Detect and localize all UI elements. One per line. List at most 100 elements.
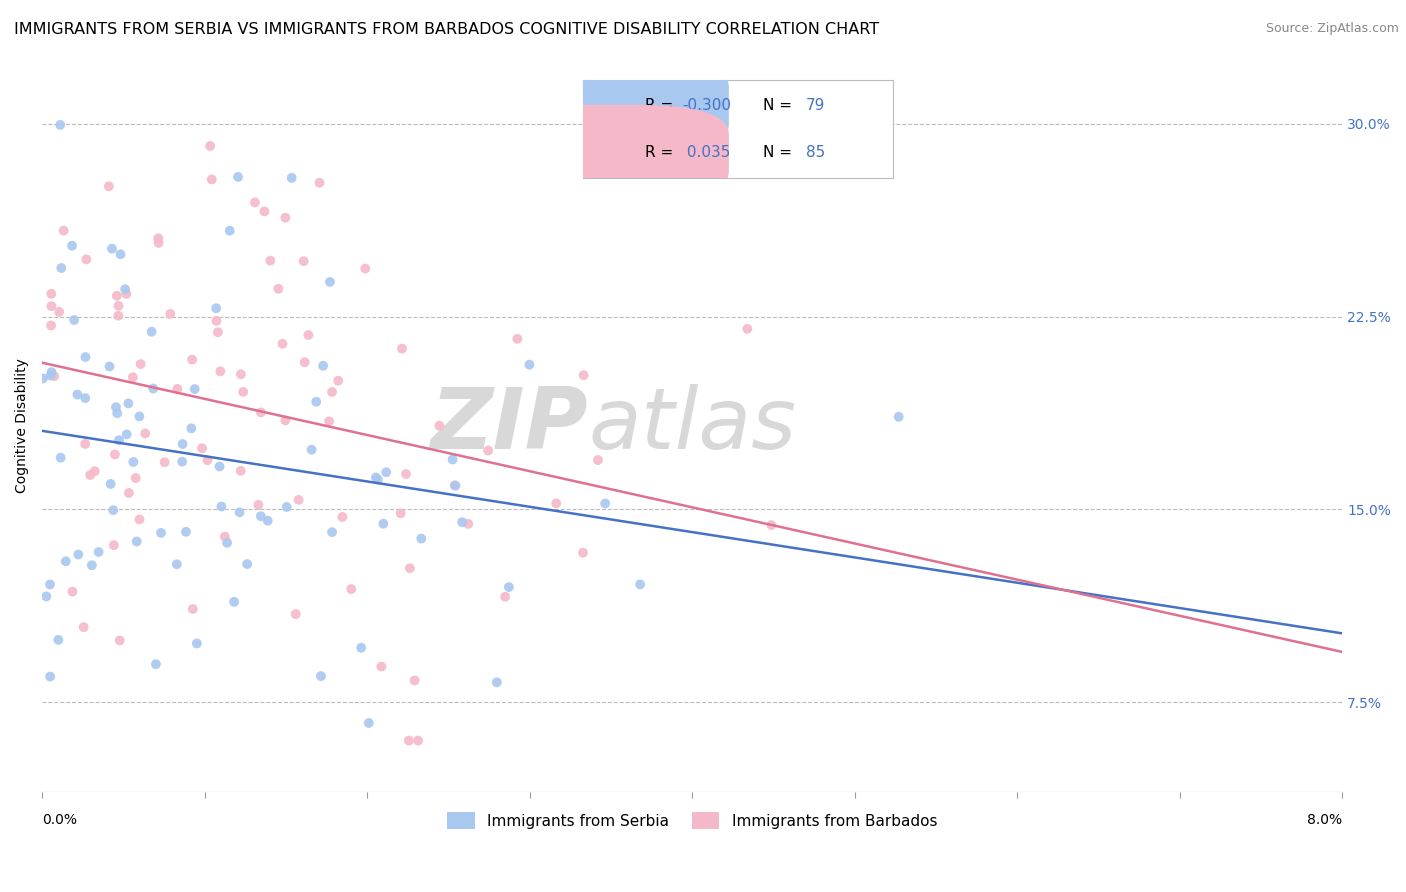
Point bbox=[181, 602, 204, 616]
Text: 85: 85 bbox=[806, 145, 825, 161]
Y-axis label: Cognitive Disability: Cognitive Disability bbox=[15, 359, 30, 493]
Point bbox=[229, 464, 252, 478]
Point bbox=[586, 453, 609, 467]
Text: -0.300: -0.300 bbox=[682, 98, 731, 113]
Point bbox=[115, 287, 138, 301]
Point bbox=[546, 496, 568, 510]
Point bbox=[205, 301, 228, 316]
Point bbox=[101, 242, 124, 256]
Point bbox=[256, 514, 278, 528]
Point bbox=[572, 546, 595, 560]
Text: 79: 79 bbox=[806, 98, 825, 113]
Point bbox=[172, 455, 194, 469]
Point bbox=[145, 657, 167, 672]
Point bbox=[172, 437, 194, 451]
Point bbox=[267, 282, 290, 296]
Point bbox=[118, 486, 141, 500]
Point bbox=[83, 464, 105, 478]
Point bbox=[181, 352, 204, 367]
Point bbox=[114, 282, 136, 296]
Point bbox=[259, 253, 281, 268]
Point bbox=[364, 470, 387, 484]
Point bbox=[441, 452, 464, 467]
Point bbox=[332, 510, 354, 524]
Point bbox=[593, 496, 616, 510]
Point bbox=[444, 478, 467, 492]
Point bbox=[39, 318, 62, 333]
Point bbox=[180, 421, 202, 435]
Point bbox=[183, 382, 205, 396]
Point bbox=[301, 442, 323, 457]
Point bbox=[274, 413, 297, 427]
Point bbox=[391, 342, 413, 356]
FancyBboxPatch shape bbox=[503, 104, 728, 201]
Point bbox=[404, 673, 426, 688]
Point bbox=[309, 669, 332, 683]
Point bbox=[297, 328, 319, 343]
Point bbox=[107, 309, 129, 323]
Point bbox=[125, 471, 148, 485]
Point bbox=[197, 453, 219, 467]
Text: 8.0%: 8.0% bbox=[1308, 813, 1343, 827]
Point bbox=[125, 534, 148, 549]
Point bbox=[318, 414, 340, 428]
Legend: Immigrants from Serbia, Immigrants from Barbados: Immigrants from Serbia, Immigrants from … bbox=[441, 805, 943, 836]
Point bbox=[49, 450, 72, 465]
Point bbox=[271, 336, 294, 351]
Point bbox=[44, 369, 66, 384]
Point bbox=[305, 394, 328, 409]
Point bbox=[117, 396, 139, 410]
Point bbox=[395, 467, 418, 481]
Point bbox=[519, 358, 541, 372]
Point bbox=[398, 561, 420, 575]
Point bbox=[100, 477, 122, 491]
Point bbox=[628, 577, 651, 591]
Point bbox=[389, 506, 412, 520]
Text: IMMIGRANTS FROM SERBIA VS IMMIGRANTS FROM BARBADOS COGNITIVE DISABILITY CORRELAT: IMMIGRANTS FROM SERBIA VS IMMIGRANTS FRO… bbox=[14, 22, 879, 37]
Point bbox=[224, 595, 246, 609]
Point bbox=[80, 558, 103, 573]
Point bbox=[166, 382, 188, 396]
Point bbox=[148, 231, 170, 245]
Point bbox=[209, 500, 232, 514]
Point bbox=[62, 584, 84, 599]
Point bbox=[75, 350, 97, 364]
Point bbox=[198, 139, 221, 153]
Point bbox=[75, 391, 97, 405]
Point bbox=[105, 406, 128, 420]
Point bbox=[141, 325, 163, 339]
Point bbox=[284, 607, 307, 622]
Point bbox=[63, 313, 86, 327]
Point bbox=[66, 387, 89, 401]
Point bbox=[229, 368, 252, 382]
Point bbox=[208, 459, 231, 474]
Point bbox=[312, 359, 335, 373]
Point bbox=[205, 314, 228, 328]
Point bbox=[243, 195, 266, 210]
Point bbox=[340, 582, 363, 596]
Point bbox=[308, 176, 330, 190]
Text: 0.0%: 0.0% bbox=[42, 813, 77, 827]
Point bbox=[150, 525, 173, 540]
Point bbox=[128, 409, 150, 424]
Point bbox=[39, 368, 62, 383]
Point bbox=[103, 538, 125, 552]
Point bbox=[292, 254, 315, 268]
Point bbox=[121, 370, 143, 384]
Point bbox=[128, 512, 150, 526]
Point bbox=[287, 492, 309, 507]
Point bbox=[166, 558, 188, 572]
Text: atlas: atlas bbox=[588, 384, 796, 467]
Point bbox=[247, 498, 270, 512]
Point bbox=[48, 305, 70, 319]
Point bbox=[142, 382, 165, 396]
Point bbox=[72, 620, 94, 634]
Text: R =: R = bbox=[645, 98, 679, 113]
Point bbox=[485, 675, 508, 690]
Point bbox=[115, 427, 138, 442]
Point bbox=[214, 530, 236, 544]
Point bbox=[250, 405, 273, 419]
Point bbox=[108, 433, 131, 447]
Point bbox=[60, 238, 83, 252]
Point bbox=[104, 447, 127, 461]
